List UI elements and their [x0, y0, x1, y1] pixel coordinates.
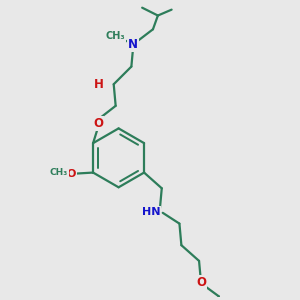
- Text: H: H: [96, 78, 106, 91]
- Text: HN: HN: [142, 207, 160, 217]
- Text: H: H: [94, 78, 104, 91]
- Text: O: O: [93, 117, 103, 130]
- Text: CH₃: CH₃: [106, 31, 125, 41]
- Text: H: H: [95, 81, 105, 91]
- Text: O: O: [67, 169, 76, 178]
- Text: CH₃: CH₃: [50, 168, 68, 177]
- Text: O: O: [196, 276, 206, 289]
- Text: N: N: [128, 38, 138, 52]
